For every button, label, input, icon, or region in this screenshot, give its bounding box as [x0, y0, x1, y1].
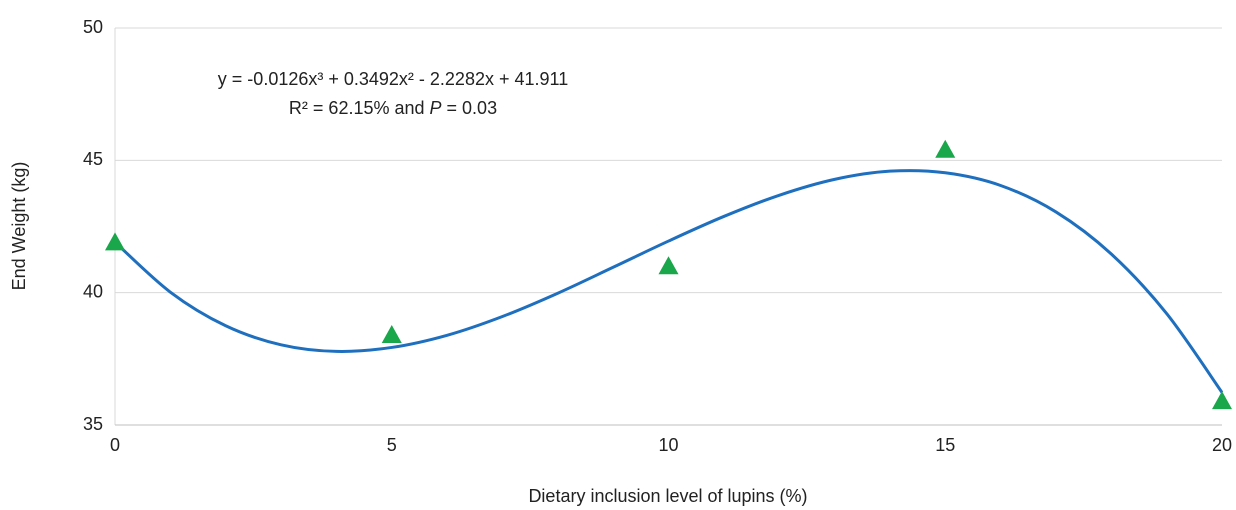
annotation-part: = 0.03: [442, 98, 498, 118]
x-tick-label: 15: [935, 435, 955, 455]
x-tick-label: 5: [387, 435, 397, 455]
annotation-part: P: [430, 98, 442, 118]
annotation-part: y = -0.0126x³ + 0.3492x² - 2.2282x + 41.…: [218, 69, 568, 89]
annotation: R² = 62.15% and P = 0.03: [289, 98, 497, 118]
annotation-part: R² = 62.15% and: [289, 98, 430, 118]
x-tick-label: 20: [1212, 435, 1232, 455]
x-tick-label: 10: [658, 435, 678, 455]
annotation: y = -0.0126x³ + 0.3492x² - 2.2282x + 41.…: [218, 69, 568, 89]
data-point: [381, 325, 402, 344]
data-point: [935, 139, 956, 158]
y-tick-label: 35: [83, 414, 103, 434]
data-point: [1212, 391, 1232, 410]
y-tick-label: 40: [83, 281, 103, 301]
x-tick-label: 0: [110, 435, 120, 455]
trend-line: [113, 169, 1224, 394]
y-tick-label: 50: [83, 17, 103, 37]
x-axis-label: Dietary inclusion level of lupins (%): [528, 486, 807, 506]
y-axis-label: End Weight (kg): [9, 162, 29, 291]
y-tick-label: 45: [83, 149, 103, 169]
data-point: [105, 232, 125, 251]
data-point: [658, 256, 679, 275]
